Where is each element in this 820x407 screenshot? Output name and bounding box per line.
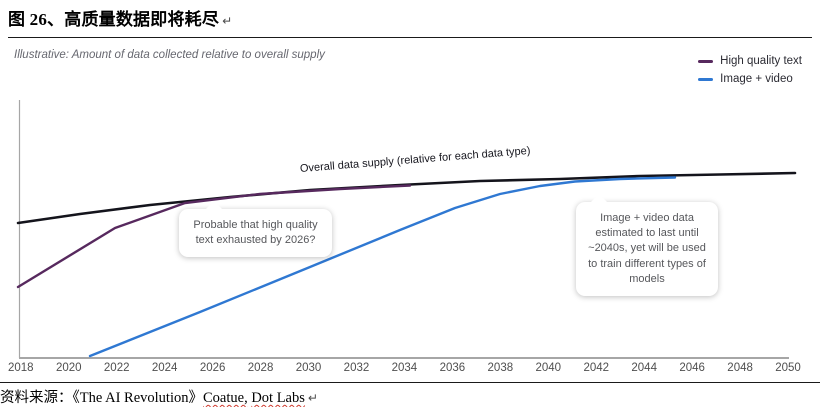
x-tick-label: 2028 [247,362,274,374]
chart-subtitle: Illustrative: Amount of data collected r… [14,49,325,61]
x-tick-label: 2038 [487,362,514,374]
x-tick-label: 2030 [295,362,322,374]
source-word-coatue: Coatue, [203,390,248,406]
legend-swatch-blue [698,77,714,81]
source-prefix: 资料来源：《The AI Revolution》 [0,390,203,406]
x-tick-label: 2020 [55,362,82,374]
x-tick-label: 2046 [679,362,705,374]
top-divider [8,37,812,38]
x-tick-label: 2024 [151,362,178,374]
return-mark-icon: ↵ [307,391,318,405]
chart-legend: High quality text Image + video [698,55,802,85]
x-tick-label: 2040 [535,362,562,374]
x-tick-label: 2022 [103,362,130,374]
x-tick-label: 2026 [199,362,226,374]
x-tick-label: 2032 [343,362,370,374]
page-title-text: 图 26、高质量数据即将耗尽 [8,10,220,29]
overall-supply-line-label: Overall data supply (relative for each d… [299,144,531,175]
page-title: 图 26、高质量数据即将耗尽 ↵ [8,5,232,30]
x-tick-label: 2042 [583,362,610,374]
x-tick-label: 2018 [8,362,34,374]
x-tick-label: 2034 [391,362,418,374]
legend-label: Image + video [720,73,793,85]
return-mark-icon: ↵ [222,14,233,28]
legend-item-high-quality-text: High quality text [698,55,802,67]
x-axis-tick-labels: 2018 2020 2022 2024 2026 2028 2030 2032 2034 2036… [8,362,801,374]
annotation-text-exhausted: Probable that high quality text exhauste… [179,200,332,258]
source-citation: 资料来源：《The AI Revolution》Coatue, Dot Labs… [0,386,318,407]
legend-label: High quality text [720,55,802,67]
legend-item-image-video: Image + video [698,73,802,85]
bottom-divider [0,382,820,383]
x-tick-label: 2050 [775,362,801,374]
legend-swatch-purple [698,59,714,63]
x-tick-label: 2044 [631,362,657,374]
source-word-dotlabs: Dot Labs [251,390,305,406]
x-tick-label: 2048 [727,362,753,374]
annotation-image-video: Image + video data estimated to last unt… [576,194,718,296]
x-tick-label: 2036 [439,362,466,374]
